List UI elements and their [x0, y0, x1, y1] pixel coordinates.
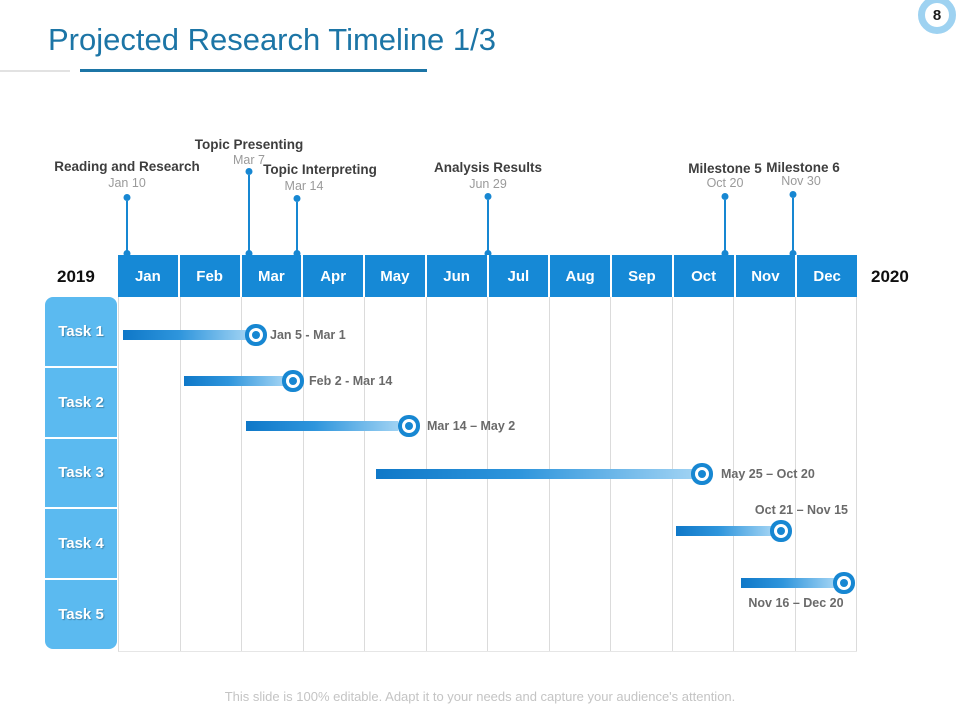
grid-column — [304, 297, 365, 651]
milestone-dot-icon — [484, 193, 492, 200]
grid-column — [673, 297, 734, 651]
grid-column — [734, 297, 796, 651]
month-oct: Oct — [674, 255, 736, 297]
milestone-date: Jan 10 — [108, 176, 146, 190]
milestone-dot-icon — [789, 191, 797, 198]
task-panel: Task 1 Task 2 Task 3 Task 4 Task 5 — [45, 297, 117, 649]
gantt-bar-6-label: Nov 16 – Dec 20 — [748, 596, 844, 610]
milestone-stem — [296, 202, 298, 253]
gantt-bar-3-marker-icon — [405, 422, 413, 430]
milestone-date: Mar 14 — [284, 179, 324, 193]
month-mar: Mar — [242, 255, 304, 297]
task-row-label: Task 2 — [45, 368, 117, 439]
milestone-label: Topic Interpreting — [263, 162, 377, 177]
milestone-label: Topic Presenting — [194, 137, 304, 152]
milestone-anchor-dot-icon — [721, 250, 729, 257]
gantt-bar-2-marker-icon — [289, 377, 297, 385]
milestone-anchor-dot-icon — [484, 250, 492, 257]
milestone-date: Oct 20 — [706, 176, 744, 190]
month-jun: Jun — [427, 255, 489, 297]
month-apr: Apr — [303, 255, 365, 297]
gantt-bar-3-label: Mar 14 – May 2 — [427, 419, 516, 433]
milestone-anchor-dot-icon — [789, 250, 797, 257]
milestone-dot-icon — [721, 193, 729, 200]
month-nov: Nov — [736, 255, 798, 297]
grid-column — [119, 297, 181, 651]
month-jul: Jul — [489, 255, 551, 297]
milestone-label: Analysis Results — [433, 160, 543, 175]
title-side-rule — [0, 70, 70, 72]
gantt-bar-1-label: Jan 5 - Mar 1 — [270, 328, 346, 342]
grid-column — [796, 297, 857, 651]
task-row-label: Task 1 — [45, 297, 117, 368]
year-label-2020: 2020 — [871, 267, 909, 286]
milestone-label: Reading and Research — [54, 159, 200, 174]
gantt-bar-2-label: Feb 2 - Mar 14 — [309, 374, 393, 388]
month-jan: Jan — [118, 255, 180, 297]
gantt-bar-1 — [123, 330, 247, 340]
gantt-bar-4-label: May 25 – Oct 20 — [721, 467, 815, 481]
gantt-bar-1-marker-icon — [252, 331, 260, 339]
gantt-bar-4 — [376, 469, 693, 479]
grid-column — [181, 297, 242, 651]
milestone-date: Nov 30 — [781, 174, 821, 188]
milestone-label: Milestone 5 — [688, 161, 762, 176]
task-row-label: Task 4 — [45, 509, 117, 581]
year-label-2019: 2019 — [57, 267, 95, 286]
grid-column — [242, 297, 304, 651]
month-sep: Sep — [612, 255, 674, 297]
milestone-stem — [126, 201, 128, 253]
task-row-label: Task 3 — [45, 439, 117, 510]
month-aug: Aug — [550, 255, 612, 297]
milestone-dot-icon — [245, 168, 253, 175]
milestone-anchor-dot-icon — [245, 250, 253, 257]
milestone-stem — [487, 200, 489, 253]
milestone-stem — [792, 198, 794, 253]
gantt-bar-2 — [184, 376, 283, 386]
milestone-stem — [248, 175, 250, 253]
task-row-label: Task 5 — [58, 606, 104, 624]
page-number: 8 — [932, 6, 942, 24]
gantt-bar-5-label: Oct 21 – Nov 15 — [754, 503, 848, 517]
milestone-anchor-dot-icon — [293, 250, 301, 257]
page-title: Projected Research Timeline 1/3 — [48, 22, 497, 57]
month-dec: Dec — [813, 267, 841, 285]
footer-note: This slide is 100% editable. Adapt it to… — [224, 689, 736, 704]
month-feb: Feb — [180, 255, 242, 297]
gantt-bar-6-marker-icon — [840, 579, 848, 587]
milestone-dot-icon — [123, 194, 131, 201]
gantt-bar-6 — [741, 578, 834, 588]
milestone-anchor-dot-icon — [123, 250, 131, 257]
gantt-bar-3 — [246, 421, 398, 431]
milestone-date: Jun 29 — [469, 177, 507, 191]
milestone-stem — [724, 200, 726, 253]
milestone-label: Milestone 6 — [766, 160, 840, 175]
gantt-bar-5 — [676, 526, 771, 536]
page-number-badge: 8 — [918, 0, 956, 34]
gantt-bar-5-marker-icon — [777, 527, 785, 535]
milestone-dot-icon — [293, 195, 301, 202]
gantt-bar-4-marker-icon — [698, 470, 706, 478]
month-header-bar: Jan Feb Mar Apr May Jun Jul Aug Sep Oct … — [118, 255, 857, 297]
title-underline — [80, 69, 427, 72]
month-may: May — [365, 255, 427, 297]
milestone-date: Mar 7 — [233, 153, 265, 167]
